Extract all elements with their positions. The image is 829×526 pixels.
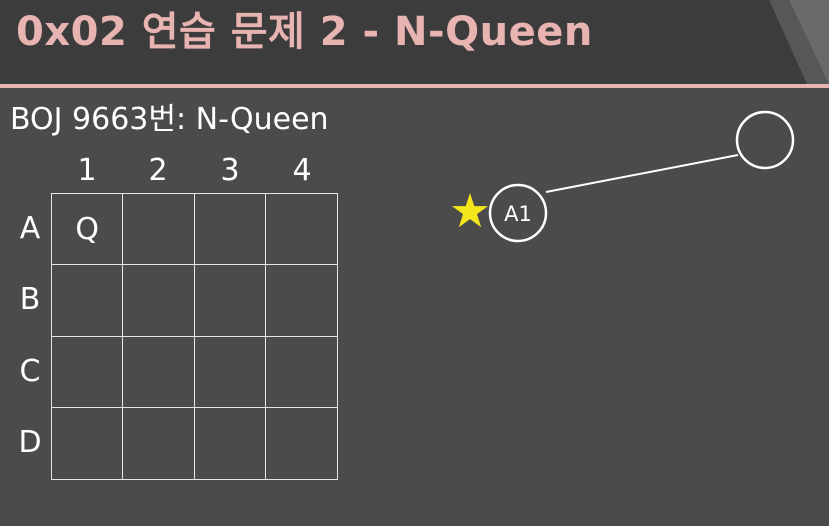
slide-title: 0x02 연습 문제 2 - N-Queen (16, 9, 593, 55)
row-label: A (19, 211, 41, 246)
board-cell (265, 265, 337, 337)
board-cell (194, 265, 266, 337)
board-cell (194, 194, 266, 266)
board-cell (123, 407, 195, 479)
column-label: 4 (292, 153, 312, 188)
board-cell (52, 336, 124, 408)
board-cell (265, 194, 337, 266)
column-label: 1 (77, 153, 97, 188)
row-label: C (19, 354, 41, 389)
board-cell (195, 407, 266, 479)
tree-node-label: A1 (504, 202, 532, 226)
board-cell (52, 265, 124, 337)
board-cell (194, 336, 266, 408)
tree-node-a1: A1 (488, 183, 548, 243)
chess-board: Q (51, 193, 338, 480)
row-label: D (18, 425, 42, 460)
board-cell (123, 336, 195, 408)
row-label: B (19, 282, 41, 317)
header-decoration (769, 0, 829, 84)
board-cell (123, 194, 195, 266)
star-icon (452, 193, 488, 228)
board-cell (265, 337, 337, 408)
header-divider (0, 84, 829, 88)
board-cell (52, 407, 124, 479)
board-cell-queen: Q (52, 194, 124, 266)
column-label: 3 (220, 153, 240, 188)
slide-header: 0x02 연습 문제 2 - N-Queen (0, 0, 829, 84)
tree-edge (545, 154, 739, 193)
column-label: 2 (148, 153, 168, 188)
board-cell (123, 265, 195, 337)
problem-title: BOJ 9663번: N-Queen (10, 102, 329, 137)
tree-node-child (735, 110, 795, 170)
